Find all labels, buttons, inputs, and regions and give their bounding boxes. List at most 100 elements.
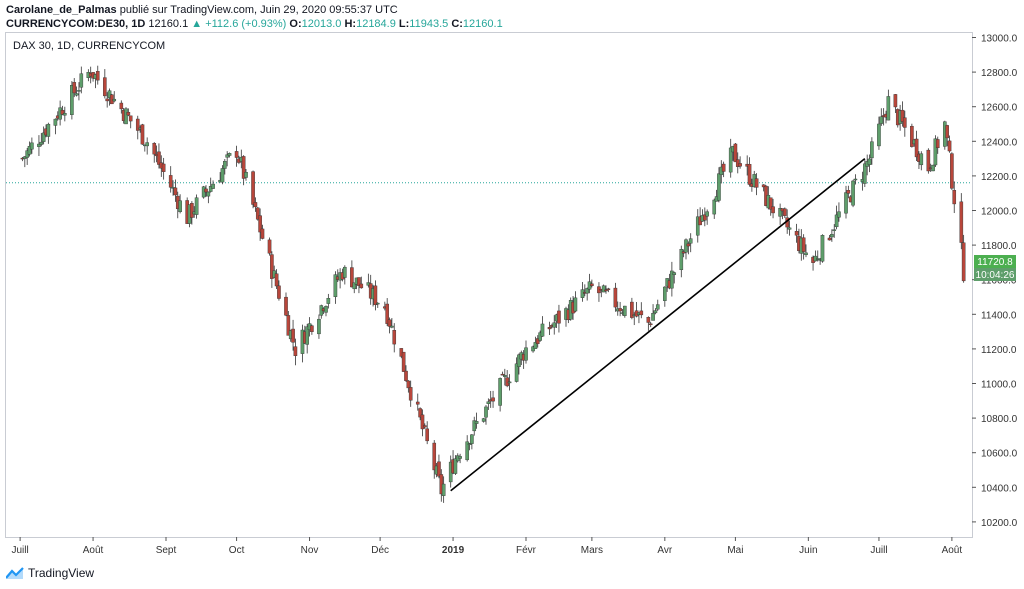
x-tick-label: Févr [516, 545, 537, 556]
candle-up [517, 354, 521, 367]
y-tick-label: 10600.0 [981, 449, 1018, 460]
candle-up [877, 123, 881, 147]
candle-up [853, 178, 858, 181]
candle-down [241, 156, 246, 179]
candle-down [140, 124, 145, 145]
candle-up [653, 310, 658, 314]
candle-down [267, 239, 272, 254]
change-value: +112.6 (+0.93%) [205, 18, 287, 30]
y-tick-label: 10400.0 [981, 483, 1018, 494]
candle-down [801, 237, 806, 252]
candle-down [404, 370, 408, 381]
candle-down [900, 109, 905, 122]
candle-up [211, 183, 215, 189]
candle-up [524, 347, 528, 361]
candle-up [39, 141, 44, 145]
candle-down [357, 277, 361, 286]
trendline [450, 157, 866, 492]
candle-down [425, 428, 429, 442]
candle-down [418, 408, 422, 418]
candle-down [387, 319, 392, 327]
candle-down [961, 242, 966, 282]
footer-brand[interactable]: TradingView [6, 566, 94, 580]
x-tick-label: Avr [657, 545, 672, 556]
y-tick-label: 12000.0 [981, 207, 1018, 218]
y-tick-label: 12400.0 [981, 137, 1018, 148]
candle-down [401, 351, 406, 372]
candle-up [498, 378, 502, 406]
candle-down [935, 139, 940, 149]
y-tick-label: 11200.0 [981, 345, 1017, 356]
candle-down [310, 325, 314, 332]
candle-down [827, 237, 832, 241]
close-label: C: [451, 18, 463, 30]
candle-up [343, 266, 347, 278]
chart-frame[interactable] [5, 32, 973, 538]
candle-down [255, 207, 260, 220]
candle-up [672, 272, 677, 275]
candle-up [552, 322, 557, 328]
candle-up [663, 286, 667, 301]
chart-title: DAX 30, 1D, CURRENCYCOM [13, 40, 166, 52]
candle-down [945, 125, 949, 139]
x-tick-label: Juin [799, 545, 817, 556]
candle-down [373, 285, 378, 306]
price-label-box [974, 255, 1016, 268]
candle-down [60, 109, 65, 115]
candle-up [458, 456, 462, 459]
candle-down [618, 308, 622, 312]
candle-up [851, 180, 855, 206]
candle-up [481, 418, 486, 422]
candle-up [651, 313, 655, 321]
candle-down [747, 164, 752, 185]
candle-up [778, 207, 782, 217]
author-name[interactable]: Carolane_de_Palmas [6, 4, 117, 16]
candle-down [630, 301, 634, 318]
candle-down [639, 310, 644, 316]
candle-up [540, 323, 545, 337]
x-tick-label: Déc [371, 545, 389, 556]
candle-up [352, 282, 357, 290]
y-tick-label: 11000.0 [981, 380, 1017, 391]
candle-up [375, 302, 380, 305]
candle-up [474, 421, 479, 424]
candle-up [74, 93, 79, 96]
candle-up [879, 116, 884, 124]
candle-up [820, 235, 825, 262]
candle-up [601, 285, 606, 293]
x-tick-label: Mai [727, 545, 743, 556]
candle-up [717, 173, 721, 201]
candle-up [467, 443, 472, 445]
candle-down [204, 188, 208, 193]
candle-up [41, 132, 46, 142]
candle-down [613, 287, 618, 308]
candle-down [733, 143, 738, 163]
y-tick-label: 10800.0 [981, 414, 1018, 425]
candle-up [465, 441, 469, 461]
change-arrow-icon: ▲ [191, 18, 203, 30]
x-tick-label: Sept [156, 545, 177, 556]
candle-up [728, 147, 733, 173]
time-label-box [974, 268, 1016, 281]
x-tick-label: Août [83, 545, 104, 556]
candle-up [787, 227, 792, 230]
candle-down [606, 288, 611, 290]
candle-down [173, 187, 178, 196]
candle-down [783, 208, 787, 216]
candle-down [735, 159, 740, 167]
candle-up [37, 143, 41, 147]
y-tick-label: 11800.0 [981, 241, 1017, 252]
candle-down [557, 310, 561, 324]
candle-down [408, 387, 413, 401]
candle-down [415, 401, 420, 405]
candle-up [863, 163, 867, 184]
candle-up [804, 252, 808, 256]
candle-down [721, 163, 726, 172]
candle-down [157, 151, 161, 165]
candle-down [646, 317, 651, 323]
candle-down [126, 112, 131, 116]
candle-up [390, 325, 394, 328]
candle-down [910, 125, 914, 147]
candle-up [470, 434, 474, 444]
